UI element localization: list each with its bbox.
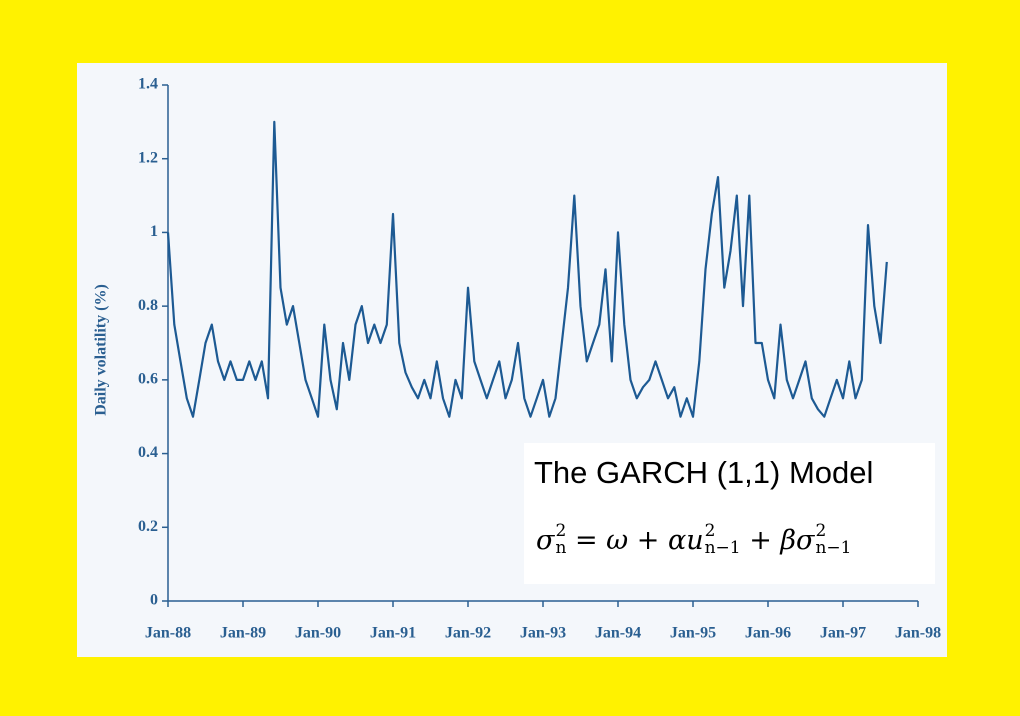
annotation-title: The GARCH (1,1) Model <box>534 455 874 490</box>
formula-symbol: σ <box>536 524 555 556</box>
formula-superscript: 2 <box>555 521 567 541</box>
y-axis-label: Daily volatility (%) <box>93 284 110 416</box>
y-tick-label: 0.2 <box>138 518 158 535</box>
x-tick-label: Jan-93 <box>520 625 566 642</box>
y-tick-label: 1.2 <box>138 149 158 166</box>
x-tick-label: Jan-88 <box>145 625 191 642</box>
y-tick-label: 0.6 <box>138 371 158 388</box>
x-tick-label: Jan-94 <box>595 625 641 642</box>
x-tick-label: Jan-98 <box>895 625 941 642</box>
formula-script: 2 n−1 <box>815 523 851 557</box>
y-tick-label: 1 <box>150 223 158 240</box>
x-tick-label: Jan-92 <box>445 625 491 642</box>
y-tick-label: 1.4 <box>138 76 158 93</box>
formula-symbol: u <box>686 524 704 556</box>
x-tick-label: Jan-89 <box>220 625 266 642</box>
formula-subscript: n <box>555 538 567 558</box>
formula-subscript: n−1 <box>815 538 852 558</box>
x-tick-label: Jan-91 <box>370 625 416 642</box>
y-tick-label: 0.8 <box>138 297 158 314</box>
formula-symbol: = ω + α <box>566 524 687 556</box>
formula-symbol: σ <box>796 524 815 556</box>
x-tick-label: Jan-97 <box>820 625 866 642</box>
formula-superscript: 2 <box>815 521 827 541</box>
formula-subscript: n−1 <box>704 538 741 558</box>
formula-symbol: + β <box>740 524 797 556</box>
formula-script: 2 n−1 <box>705 523 741 557</box>
x-tick-label: Jan-90 <box>295 625 341 642</box>
y-tick-label: 0 <box>150 592 158 609</box>
x-tick-label: Jan-95 <box>670 625 716 642</box>
formula-superscript: 2 <box>704 521 716 541</box>
x-tick-label: Jan-96 <box>745 625 791 642</box>
y-tick-label: 0.4 <box>138 444 158 461</box>
volatility-line <box>166 120 888 418</box>
